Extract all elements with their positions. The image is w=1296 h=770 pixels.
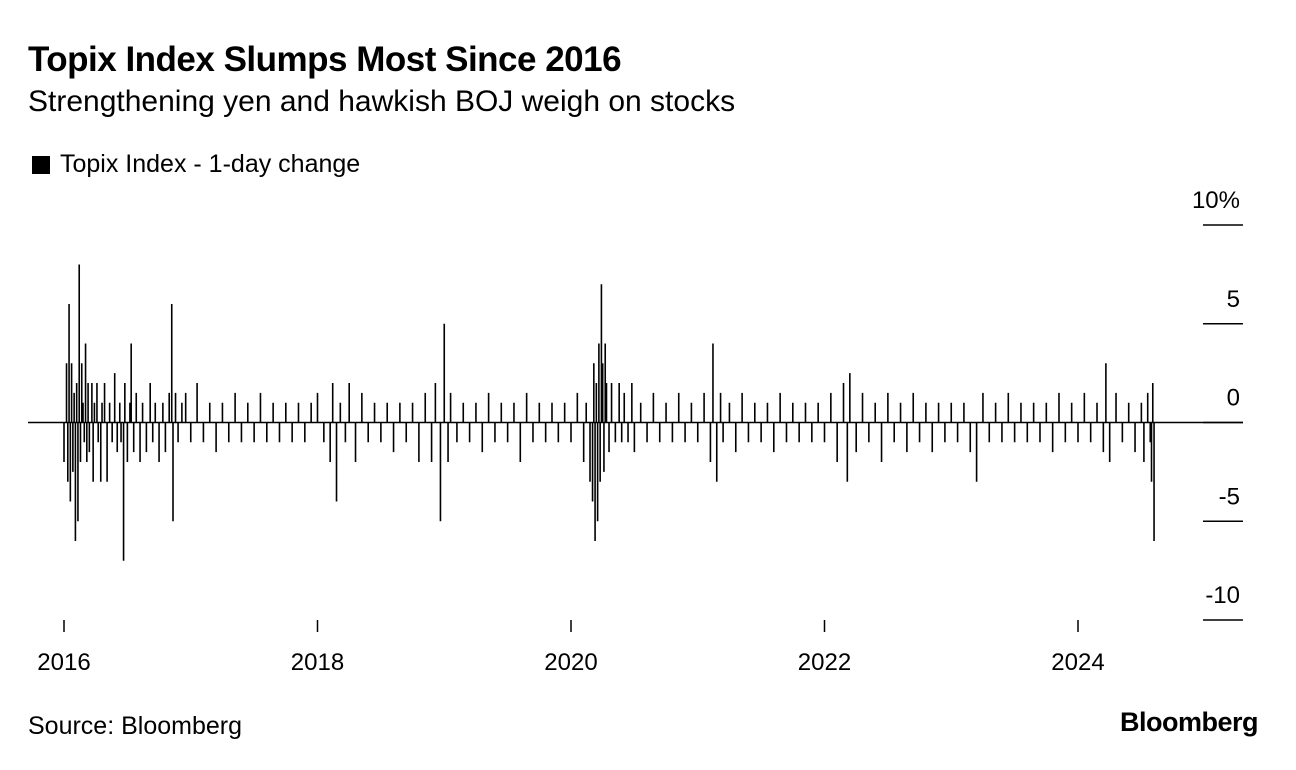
y-tick-label-3: -5: [1219, 483, 1240, 510]
chart-title: Topix Index Slumps Most Since 2016: [28, 40, 622, 79]
bloomberg-logo: Bloomberg: [1119, 707, 1259, 737]
x-tick-label-4: 2024: [1051, 649, 1104, 676]
legend-label: Topix Index - 1-day change: [60, 150, 361, 178]
y-tick-label-0: 10%: [1192, 187, 1240, 214]
source-note: Source: Bloomberg: [28, 712, 243, 740]
x-tick-label-1: 2018: [291, 649, 344, 676]
y-tick-label-1: 5: [1227, 286, 1240, 313]
y-tick-label-4: -10: [1205, 582, 1240, 609]
y-tick-label-2: 0: [1227, 385, 1240, 412]
legend: Topix Index - 1-day change: [32, 150, 360, 179]
chart-subtitle: Strengthening yen and hawkish BOJ weigh …: [28, 85, 736, 118]
x-tick-label-0: 2016: [37, 649, 90, 676]
x-tick-label-3: 2022: [798, 649, 851, 676]
x-tick-label-2: 2020: [544, 649, 597, 676]
legend-swatch: [32, 155, 50, 174]
